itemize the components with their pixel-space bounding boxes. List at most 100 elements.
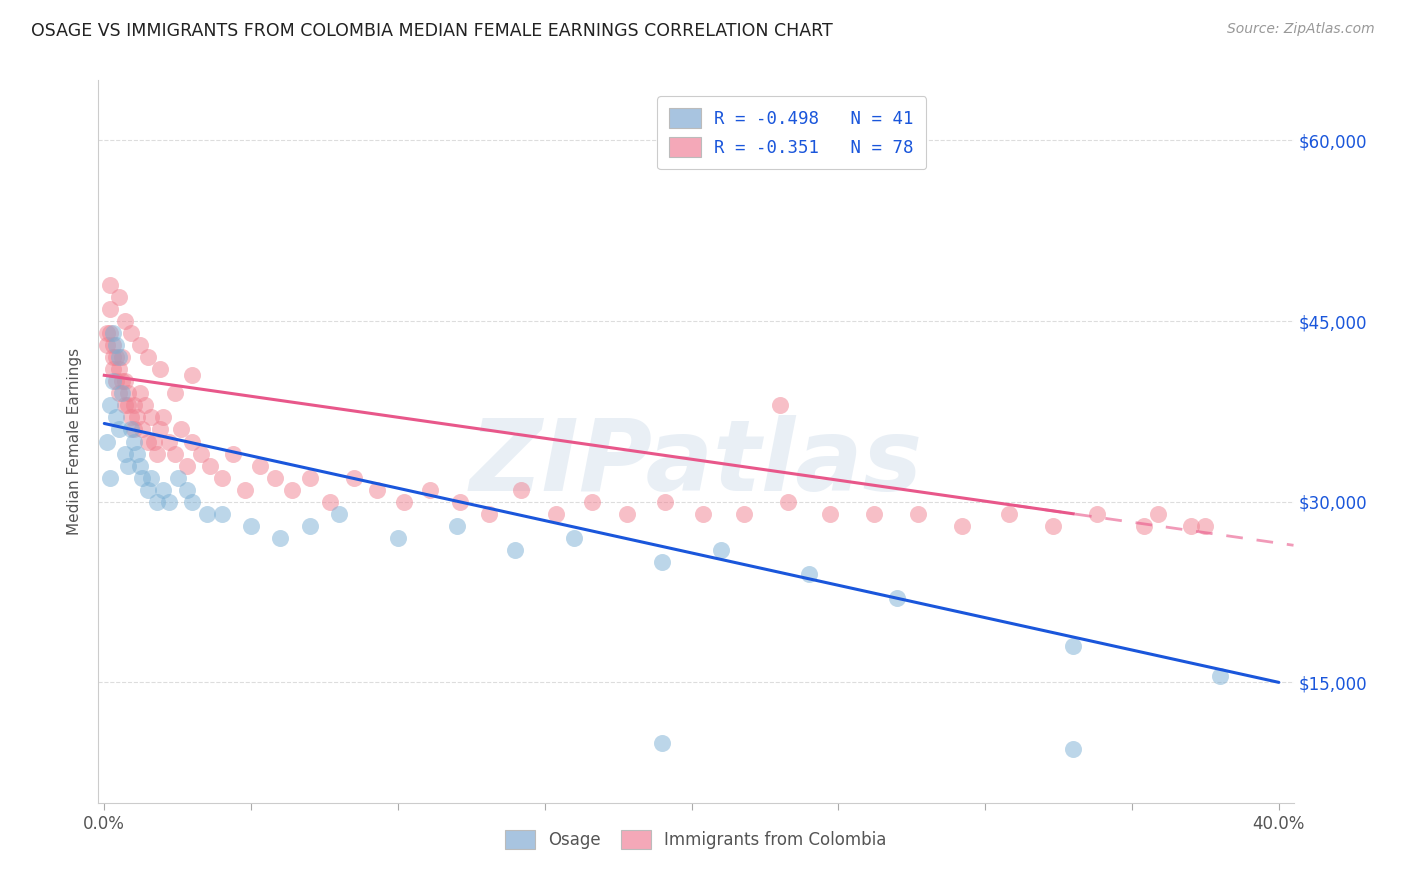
Point: [149, 362, 172, 376]
Point: [108, 290, 131, 304]
Point: [505, 542, 527, 557]
Point: [125, 410, 148, 425]
Point: [98, 398, 121, 412]
Point: [125, 446, 148, 460]
Point: [141, 471, 163, 485]
Point: [651, 735, 673, 749]
Point: [128, 458, 150, 473]
Point: [997, 507, 1019, 521]
Point: [98, 471, 121, 485]
Point: [114, 314, 136, 328]
Point: [446, 519, 468, 533]
Point: [181, 368, 204, 383]
Point: [101, 326, 124, 340]
Point: [269, 531, 291, 545]
Point: [387, 531, 409, 545]
Point: [96, 326, 118, 340]
Point: [581, 494, 603, 508]
Point: [176, 458, 198, 473]
Point: [108, 350, 131, 364]
Point: [138, 483, 160, 497]
Point: [692, 507, 714, 521]
Point: [146, 494, 169, 508]
Point: [117, 458, 139, 473]
Point: [98, 277, 121, 292]
Point: [1132, 519, 1154, 533]
Point: [546, 507, 568, 521]
Point: [733, 507, 755, 521]
Point: [108, 362, 131, 376]
Point: [907, 507, 929, 521]
Point: [263, 471, 285, 485]
Point: [190, 446, 212, 460]
Point: [163, 446, 186, 460]
Point: [654, 494, 676, 508]
Point: [181, 494, 204, 508]
Point: [1147, 507, 1170, 521]
Point: [249, 458, 271, 473]
Point: [1180, 519, 1202, 533]
Point: [108, 423, 131, 437]
Point: [281, 483, 304, 497]
Point: [122, 423, 145, 437]
Point: [198, 458, 221, 473]
Point: [101, 374, 124, 388]
Point: [98, 326, 121, 340]
Point: [96, 434, 118, 449]
Point: [1209, 669, 1232, 683]
Point: [152, 483, 174, 497]
Point: [1062, 741, 1084, 756]
Point: [101, 350, 124, 364]
Point: [120, 410, 142, 425]
Point: [510, 483, 533, 497]
Point: [111, 386, 134, 401]
Point: [176, 483, 198, 497]
Point: [114, 398, 136, 412]
Point: [169, 423, 191, 437]
Point: [769, 398, 792, 412]
Point: [105, 338, 128, 352]
Point: [862, 507, 884, 521]
Point: [651, 555, 673, 569]
Point: [1062, 639, 1084, 653]
Point: [319, 494, 342, 508]
Point: [710, 542, 733, 557]
Point: [131, 471, 153, 485]
Point: [366, 483, 388, 497]
Point: [120, 423, 142, 437]
Point: [616, 507, 638, 521]
Point: [298, 519, 321, 533]
Text: ZIPatlas: ZIPatlas: [470, 415, 922, 512]
Point: [105, 374, 128, 388]
Point: [240, 519, 263, 533]
Point: [818, 507, 841, 521]
Point: [96, 338, 118, 352]
Point: [105, 350, 128, 364]
Point: [195, 507, 218, 521]
Point: [122, 398, 145, 412]
Point: [105, 410, 128, 425]
Point: [181, 434, 204, 449]
Point: [122, 434, 145, 449]
Legend: Osage, Immigrants from Colombia: Osage, Immigrants from Colombia: [499, 823, 893, 856]
Point: [886, 591, 908, 606]
Y-axis label: Median Female Earnings: Median Female Earnings: [67, 348, 83, 535]
Text: OSAGE VS IMMIGRANTS FROM COLOMBIA MEDIAN FEMALE EARNINGS CORRELATION CHART: OSAGE VS IMMIGRANTS FROM COLOMBIA MEDIAN…: [31, 22, 832, 40]
Point: [157, 494, 180, 508]
Point: [166, 471, 188, 485]
Point: [143, 434, 166, 449]
Point: [98, 301, 121, 316]
Point: [114, 374, 136, 388]
Point: [211, 507, 233, 521]
Text: Source: ZipAtlas.com: Source: ZipAtlas.com: [1227, 22, 1375, 37]
Point: [1042, 519, 1064, 533]
Point: [117, 386, 139, 401]
Point: [138, 350, 160, 364]
Point: [163, 386, 186, 401]
Point: [419, 483, 441, 497]
Point: [146, 446, 169, 460]
Point: [141, 410, 163, 425]
Point: [152, 410, 174, 425]
Point: [950, 519, 973, 533]
Point: [211, 471, 233, 485]
